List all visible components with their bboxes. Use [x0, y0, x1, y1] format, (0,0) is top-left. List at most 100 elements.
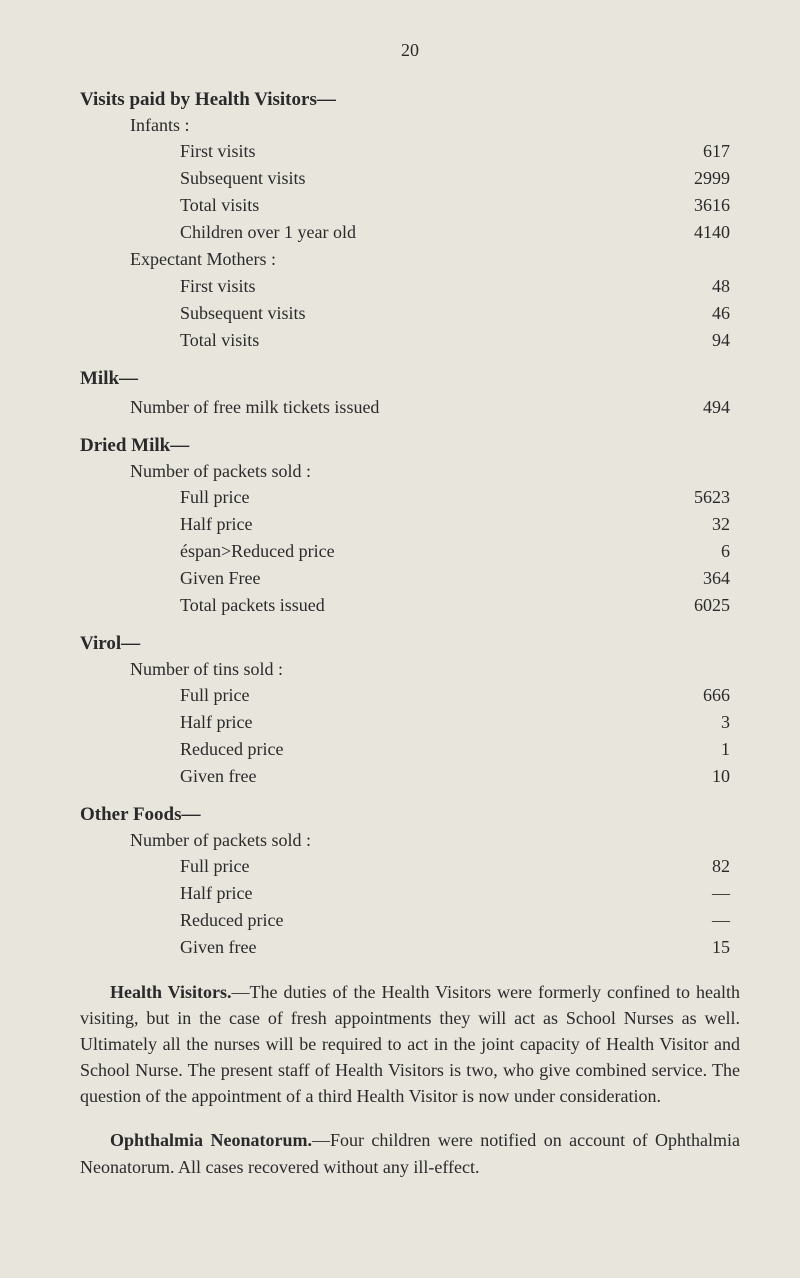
- item-value: 2999: [670, 165, 730, 192]
- item-value: 494: [670, 394, 730, 421]
- health-visitors-paragraph: Health Visitors.—The duties of the Healt…: [80, 979, 740, 1109]
- dots: [256, 273, 670, 300]
- item-value: 32: [670, 511, 730, 538]
- item-label: Half price: [180, 511, 252, 538]
- page-number: 20: [80, 40, 740, 61]
- line-item: éspan> Reduced price 6: [180, 538, 730, 565]
- mothers-label: Expectant Mothers :: [130, 246, 730, 273]
- line-item: Total visits 3616: [180, 192, 730, 219]
- item-label: Half price: [180, 880, 252, 907]
- item-value: 46: [670, 300, 730, 327]
- item-value: 1: [670, 736, 730, 763]
- item-value: 10: [670, 763, 730, 790]
- dots: [356, 219, 670, 246]
- dots: [260, 565, 670, 592]
- dots: [250, 853, 671, 880]
- item-label: Subsequent visits: [180, 300, 306, 327]
- line-item: Half price —: [180, 880, 730, 907]
- item-value: 94: [670, 327, 730, 354]
- line-item: Total packets issued 6025: [180, 592, 730, 619]
- packets-label: Number of packets sold :: [130, 461, 740, 482]
- item-value: 4140: [670, 219, 730, 246]
- item-value: 15: [670, 934, 730, 961]
- dots: [283, 736, 670, 763]
- infants-label: Infants :: [130, 115, 740, 136]
- item-label: Full price: [180, 484, 250, 511]
- line-item: Children over 1 year old 4140: [180, 219, 730, 246]
- ophthalmia-paragraph: Ophthalmia Neonatorum.—Four children wer…: [80, 1127, 740, 1179]
- item-value: 6025: [670, 592, 730, 619]
- item-label: Given free: [180, 934, 256, 961]
- item-label: Expectant Mothers :: [130, 246, 276, 273]
- dots: [256, 763, 670, 790]
- virol-heading: Virol—: [80, 633, 740, 655]
- line-item: First visits 617: [180, 138, 730, 165]
- milk-heading: Milk—: [80, 368, 740, 390]
- dots: [306, 165, 670, 192]
- dots: [259, 192, 670, 219]
- tins-label: Number of tins sold :: [130, 659, 740, 680]
- item-value: —: [670, 880, 730, 907]
- dots: [325, 592, 670, 619]
- item-value: —: [670, 907, 730, 934]
- dots: [335, 538, 670, 565]
- item-label: Full price: [180, 682, 250, 709]
- dots: [252, 880, 670, 907]
- item-label: Subsequent visits: [180, 165, 306, 192]
- item-label: First visits: [180, 138, 256, 165]
- item-label: Reduced price: [231, 538, 334, 565]
- item-value: 617: [670, 138, 730, 165]
- item-label: Half price: [180, 709, 252, 736]
- line-item: Half price 32: [180, 511, 730, 538]
- item-label: Total visits: [180, 327, 259, 354]
- line-item: Subsequent visits 2999: [180, 165, 730, 192]
- line-item: Full price 5623: [180, 484, 730, 511]
- item-value: 82: [670, 853, 730, 880]
- line-item: Full price 82: [180, 853, 730, 880]
- line-item: Total visits 94: [180, 327, 730, 354]
- paragraph-title: Health Visitors.: [110, 982, 232, 1002]
- dots: [283, 907, 670, 934]
- item-value: 666: [670, 682, 730, 709]
- dots: [256, 138, 670, 165]
- item-label: Number of free milk tickets issued: [130, 394, 379, 421]
- item-label: Total packets issued: [180, 592, 325, 619]
- line-item: Full price 666: [180, 682, 730, 709]
- item-label: Reduced price: [180, 736, 283, 763]
- line-item: Given free 10: [180, 763, 730, 790]
- dots: [250, 682, 671, 709]
- dots: [259, 327, 670, 354]
- item-label: Total visits: [180, 192, 259, 219]
- item-label: Reduced price: [180, 907, 283, 934]
- item-label: Full price: [180, 853, 250, 880]
- item-value: 5623: [670, 484, 730, 511]
- dots: [252, 511, 670, 538]
- item-label: Children over 1 year old: [180, 219, 356, 246]
- line-item: Given free 15: [180, 934, 730, 961]
- item-value: 3616: [670, 192, 730, 219]
- dried-milk-heading: Dried Milk—: [80, 435, 740, 457]
- item-label: Given Free: [180, 565, 260, 592]
- item-label: First visits: [180, 273, 256, 300]
- item-value: 48: [670, 273, 730, 300]
- line-item: Reduced price 1: [180, 736, 730, 763]
- dots: [250, 484, 671, 511]
- dots: [379, 394, 670, 421]
- dots: [306, 300, 670, 327]
- item-label: Given free: [180, 763, 256, 790]
- line-item: Half price 3: [180, 709, 730, 736]
- line-item: Subsequent visits 46: [180, 300, 730, 327]
- paragraph-title: Ophthalmia Neonatorum.: [110, 1130, 312, 1150]
- other-foods-heading: Other Foods—: [80, 804, 740, 826]
- item-value: 364: [670, 565, 730, 592]
- dots: [256, 934, 670, 961]
- dots: [252, 709, 670, 736]
- line-item: First visits 48: [180, 273, 730, 300]
- visits-heading: Visits paid by Health Visitors—: [80, 89, 740, 111]
- item-value: 3: [670, 709, 730, 736]
- line-item: Reduced price —: [180, 907, 730, 934]
- line-item: Given Free 364: [180, 565, 730, 592]
- item-value: 6: [670, 538, 730, 565]
- packets-label: Number of packets sold :: [130, 830, 740, 851]
- line-item: Number of free milk tickets issued 494: [130, 394, 730, 421]
